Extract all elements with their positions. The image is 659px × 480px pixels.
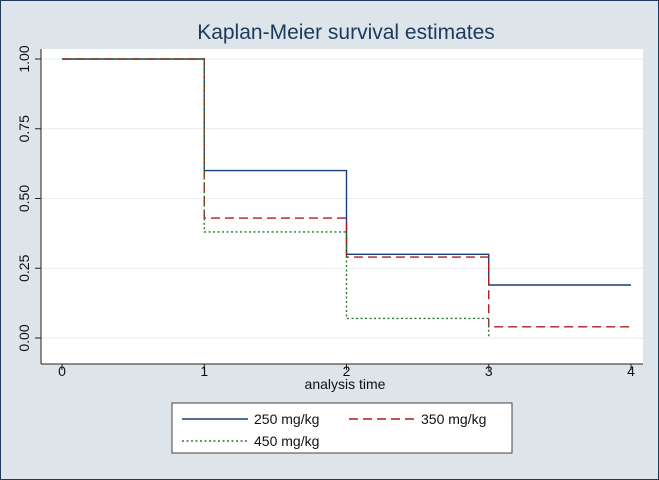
x-axis-label: analysis time: [305, 376, 386, 392]
legend-label-3: 450 mg/kg: [254, 433, 319, 449]
x-tick-label: 3: [485, 363, 493, 379]
legend-label-2: 350 mg/kg: [421, 411, 486, 427]
y-tick-label: 0.00: [16, 324, 32, 351]
x-tick-label: 4: [627, 363, 635, 379]
chart-title: Kaplan-Meier survival estimates: [197, 21, 495, 44]
y-tick-label: 1.00: [16, 45, 32, 72]
legend-box: [171, 402, 513, 454]
survival-curve-2: [62, 58, 631, 328]
y-tick-label: 0.50: [16, 185, 32, 212]
y-tick-label: 0.25: [16, 254, 32, 281]
y-axis: 0.00 0.25 0.50 0.75 1.00: [16, 45, 42, 364]
x-axis: 0 1 2 3 4: [41, 363, 643, 379]
legend-label-1: 250 mg/kg: [254, 411, 319, 427]
x-tick-label: 2: [343, 363, 351, 379]
x-tick-label: 1: [200, 363, 208, 379]
survival-curves: [62, 58, 631, 338]
plot-panel: [41, 49, 643, 364]
legend: 250 mg/kg 350 mg/kg 450 mg/kg: [171, 402, 513, 454]
y-tick-label: 0.75: [16, 115, 32, 142]
x-tick-label: 0: [58, 363, 66, 379]
